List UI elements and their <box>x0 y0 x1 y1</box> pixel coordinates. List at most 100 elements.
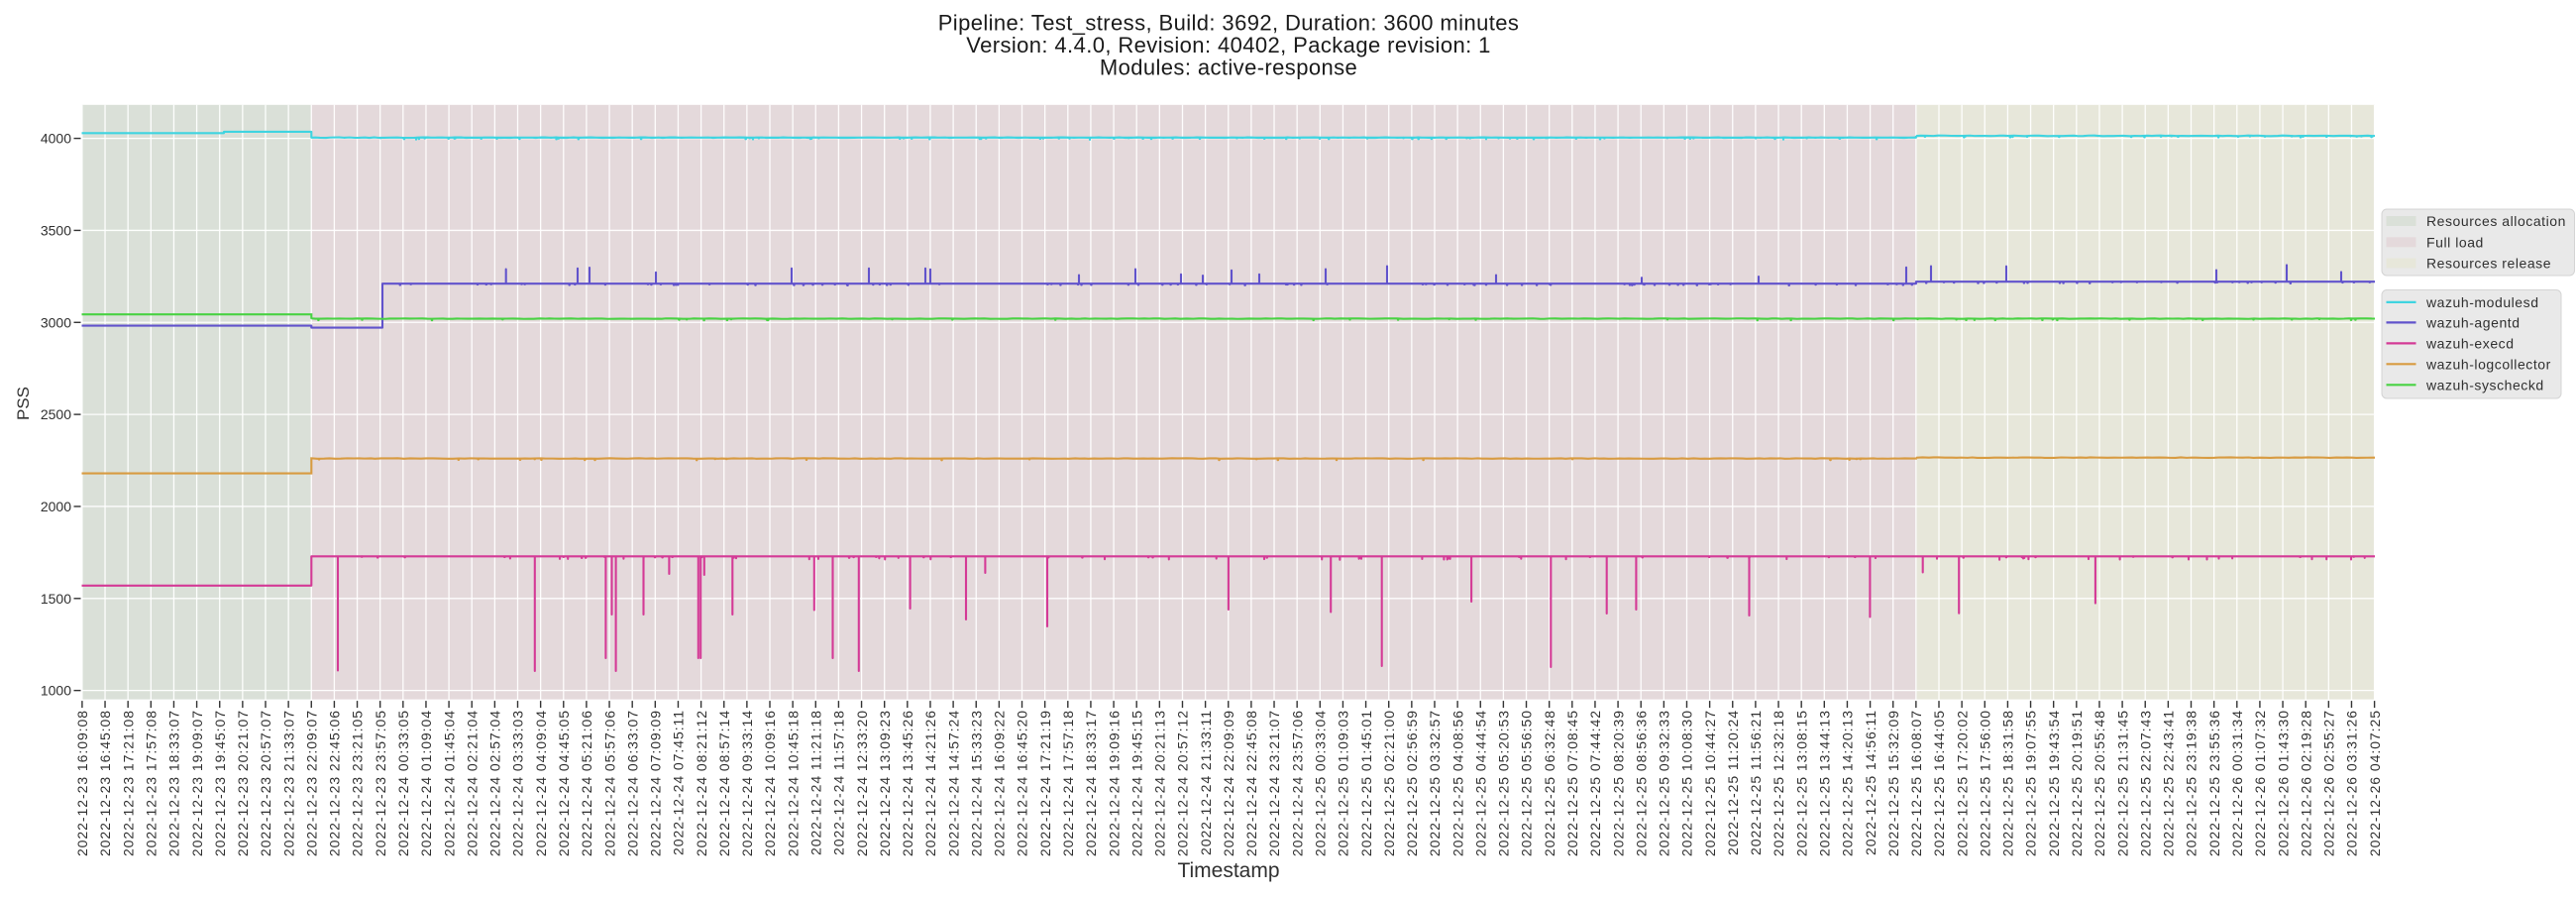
svg-text:2022-12-24 21:33:11: 2022-12-24 21:33:11 <box>1198 710 1214 855</box>
svg-text:2022-12-25 10:44:27: 2022-12-25 10:44:27 <box>1702 710 1718 856</box>
svg-text:wazuh-logcollector: wazuh-logcollector <box>2425 356 2551 372</box>
svg-text:Timestamp: Timestamp <box>1177 859 1279 882</box>
svg-text:2022-12-24 13:09:23: 2022-12-24 13:09:23 <box>877 710 893 856</box>
svg-text:2022-12-25 01:45:01: 2022-12-25 01:45:01 <box>1358 710 1374 856</box>
svg-text:2022-12-25 04:08:56: 2022-12-25 04:08:56 <box>1449 710 1465 856</box>
svg-text:wazuh-agentd: wazuh-agentd <box>2425 314 2521 330</box>
svg-text:2022-12-25 22:43:41: 2022-12-25 22:43:41 <box>2161 710 2177 856</box>
svg-text:2022-12-23 19:09:07: 2022-12-23 19:09:07 <box>189 710 205 856</box>
svg-text:2022-12-24 18:33:17: 2022-12-24 18:33:17 <box>1083 710 1099 856</box>
svg-text:2022-12-24 06:33:07: 2022-12-24 06:33:07 <box>624 710 640 856</box>
svg-text:wazuh-execd: wazuh-execd <box>2425 335 2515 351</box>
svg-text:2022-12-25 23:19:38: 2022-12-25 23:19:38 <box>2184 710 2200 856</box>
svg-text:2022-12-23 16:09:08: 2022-12-23 16:09:08 <box>74 710 90 856</box>
svg-text:2022-12-23 20:21:07: 2022-12-23 20:21:07 <box>235 710 251 856</box>
svg-text:2022-12-24 12:33:20: 2022-12-24 12:33:20 <box>854 710 870 856</box>
svg-text:2022-12-25 15:32:09: 2022-12-25 15:32:09 <box>1885 710 1901 856</box>
svg-text:2022-12-25 00:33:04: 2022-12-25 00:33:04 <box>1313 710 1329 856</box>
svg-text:2022-12-24 07:09:09: 2022-12-24 07:09:09 <box>648 710 664 856</box>
svg-text:2022-12-24 05:57:06: 2022-12-24 05:57:06 <box>601 710 617 856</box>
svg-text:2022-12-25 14:56:11: 2022-12-25 14:56:11 <box>1863 710 1878 855</box>
svg-text:2022-12-24 23:21:07: 2022-12-24 23:21:07 <box>1266 710 1282 856</box>
svg-text:2022-12-24 01:45:04: 2022-12-24 01:45:04 <box>441 710 457 856</box>
svg-text:2022-12-23 18:33:07: 2022-12-23 18:33:07 <box>166 710 182 856</box>
svg-text:Resources release: Resources release <box>2426 256 2551 272</box>
svg-text:2022-12-26 01:43:30: 2022-12-26 01:43:30 <box>2275 710 2291 856</box>
svg-text:2022-12-25 16:44:05: 2022-12-25 16:44:05 <box>1931 710 1947 856</box>
svg-text:2022-12-25 13:08:15: 2022-12-25 13:08:15 <box>1793 710 1809 856</box>
svg-text:2022-12-25 04:44:54: 2022-12-25 04:44:54 <box>1472 710 1488 856</box>
svg-text:2022-12-25 11:56:21: 2022-12-25 11:56:21 <box>1748 710 1764 855</box>
svg-text:2022-12-24 04:45:05: 2022-12-24 04:45:05 <box>556 710 572 856</box>
svg-text:2022-12-25 20:55:48: 2022-12-25 20:55:48 <box>2092 710 2107 856</box>
svg-text:2022-12-23 21:33:07: 2022-12-23 21:33:07 <box>280 710 296 856</box>
svg-text:2022-12-23 16:45:08: 2022-12-23 16:45:08 <box>97 710 113 856</box>
svg-text:2022-12-24 02:21:04: 2022-12-24 02:21:04 <box>464 710 480 856</box>
svg-text:2022-12-23 23:57:05: 2022-12-23 23:57:05 <box>373 710 388 856</box>
svg-text:2022-12-24 17:57:18: 2022-12-24 17:57:18 <box>1060 710 1076 856</box>
svg-text:2022-12-24 19:45:15: 2022-12-24 19:45:15 <box>1128 710 1144 856</box>
svg-text:2022-12-26 01:07:32: 2022-12-26 01:07:32 <box>2252 710 2268 856</box>
svg-text:3500: 3500 <box>41 222 71 238</box>
svg-text:2022-12-25 20:19:51: 2022-12-25 20:19:51 <box>2069 710 2085 856</box>
svg-text:2022-12-23 17:57:08: 2022-12-23 17:57:08 <box>144 710 160 856</box>
svg-text:2022-12-23 19:45:07: 2022-12-23 19:45:07 <box>212 710 228 856</box>
svg-text:2022-12-24 20:57:12: 2022-12-24 20:57:12 <box>1175 710 1191 856</box>
svg-text:Pipeline: Test_stress, Build:: Pipeline: Test_stress, Build: 3692, Dura… <box>938 11 1520 36</box>
svg-text:2022-12-25 14:20:13: 2022-12-25 14:20:13 <box>1840 710 1856 856</box>
svg-text:2022-12-25 08:56:36: 2022-12-25 08:56:36 <box>1633 710 1649 856</box>
svg-text:2022-12-24 00:33:05: 2022-12-24 00:33:05 <box>395 710 411 856</box>
svg-text:2022-12-24 22:09:09: 2022-12-24 22:09:09 <box>1221 710 1236 856</box>
svg-text:2022-12-24 08:21:12: 2022-12-24 08:21:12 <box>694 710 709 856</box>
svg-text:2022-12-24 22:45:08: 2022-12-24 22:45:08 <box>1243 710 1259 856</box>
svg-text:2022-12-25 22:07:43: 2022-12-25 22:07:43 <box>2137 710 2153 856</box>
svg-text:2022-12-25 05:56:50: 2022-12-25 05:56:50 <box>1519 710 1535 856</box>
svg-text:2022-12-24 16:09:22: 2022-12-24 16:09:22 <box>992 710 1008 856</box>
svg-text:2500: 2500 <box>41 406 71 422</box>
svg-text:2022-12-26 03:31:26: 2022-12-26 03:31:26 <box>2344 710 2360 856</box>
svg-text:2022-12-24 08:57:14: 2022-12-24 08:57:14 <box>716 710 732 856</box>
svg-text:2022-12-25 07:44:42: 2022-12-25 07:44:42 <box>1587 710 1603 856</box>
svg-text:1500: 1500 <box>41 591 71 607</box>
svg-text:1000: 1000 <box>41 683 71 699</box>
svg-text:2022-12-25 01:09:03: 2022-12-25 01:09:03 <box>1336 710 1351 856</box>
svg-text:2022-12-26 02:55:27: 2022-12-26 02:55:27 <box>2321 710 2337 856</box>
svg-text:2022-12-24 23:57:06: 2022-12-24 23:57:06 <box>1289 710 1305 856</box>
svg-text:2022-12-25 09:32:33: 2022-12-25 09:32:33 <box>1657 710 1672 856</box>
svg-text:2022-12-24 04:09:04: 2022-12-24 04:09:04 <box>533 710 549 856</box>
svg-text:2022-12-24 02:57:04: 2022-12-24 02:57:04 <box>487 710 503 856</box>
svg-text:2022-12-24 20:21:13: 2022-12-24 20:21:13 <box>1152 710 1168 856</box>
svg-text:2000: 2000 <box>41 499 71 514</box>
svg-text:2022-12-24 14:57:24: 2022-12-24 14:57:24 <box>945 710 961 856</box>
svg-text:3000: 3000 <box>41 314 71 330</box>
svg-text:2022-12-23 23:21:05: 2022-12-23 23:21:05 <box>350 710 366 856</box>
svg-text:2022-12-26 04:07:25: 2022-12-26 04:07:25 <box>2367 710 2383 856</box>
svg-text:2022-12-25 11:20:24: 2022-12-25 11:20:24 <box>1725 710 1741 855</box>
svg-text:2022-12-24 17:21:19: 2022-12-24 17:21:19 <box>1037 710 1053 856</box>
svg-text:2022-12-25 17:20:02: 2022-12-25 17:20:02 <box>1954 710 1970 856</box>
svg-text:2022-12-24 07:45:11: 2022-12-24 07:45:11 <box>671 710 687 855</box>
svg-text:2022-12-24 01:09:04: 2022-12-24 01:09:04 <box>418 710 434 856</box>
svg-text:PSS: PSS <box>14 387 33 420</box>
svg-text:2022-12-24 03:33:03: 2022-12-24 03:33:03 <box>510 710 526 856</box>
svg-text:2022-12-24 11:21:18: 2022-12-24 11:21:18 <box>807 710 823 855</box>
svg-text:2022-12-24 19:09:16: 2022-12-24 19:09:16 <box>1106 710 1122 856</box>
svg-text:2022-12-25 17:56:00: 2022-12-25 17:56:00 <box>1977 710 1992 856</box>
svg-text:2022-12-25 18:31:58: 2022-12-25 18:31:58 <box>2000 710 2016 856</box>
svg-text:2022-12-25 13:44:13: 2022-12-25 13:44:13 <box>1817 710 1833 856</box>
svg-text:2022-12-25 19:07:55: 2022-12-25 19:07:55 <box>2023 710 2039 856</box>
svg-text:2022-12-25 10:08:30: 2022-12-25 10:08:30 <box>1679 710 1695 856</box>
svg-text:2022-12-24 10:09:16: 2022-12-24 10:09:16 <box>762 710 778 856</box>
svg-text:2022-12-24 16:45:20: 2022-12-24 16:45:20 <box>1015 710 1030 856</box>
svg-text:Modules: active-response: Modules: active-response <box>1100 56 1357 80</box>
svg-text:wazuh-syscheckd: wazuh-syscheckd <box>2425 377 2544 392</box>
svg-text:2022-12-25 16:08:07: 2022-12-25 16:08:07 <box>1908 710 1924 856</box>
svg-text:2022-12-25 03:32:57: 2022-12-25 03:32:57 <box>1427 710 1443 856</box>
svg-text:2022-12-23 22:45:06: 2022-12-23 22:45:06 <box>327 710 343 856</box>
svg-text:2022-12-25 05:20:53: 2022-12-25 05:20:53 <box>1496 710 1512 856</box>
svg-text:4000: 4000 <box>41 131 71 147</box>
svg-text:2022-12-26 02:19:28: 2022-12-26 02:19:28 <box>2298 710 2313 856</box>
svg-text:2022-12-25 21:31:45: 2022-12-25 21:31:45 <box>2114 710 2130 856</box>
svg-text:2022-12-24 15:33:23: 2022-12-24 15:33:23 <box>968 710 984 856</box>
svg-text:2022-12-24 09:33:14: 2022-12-24 09:33:14 <box>739 710 755 856</box>
